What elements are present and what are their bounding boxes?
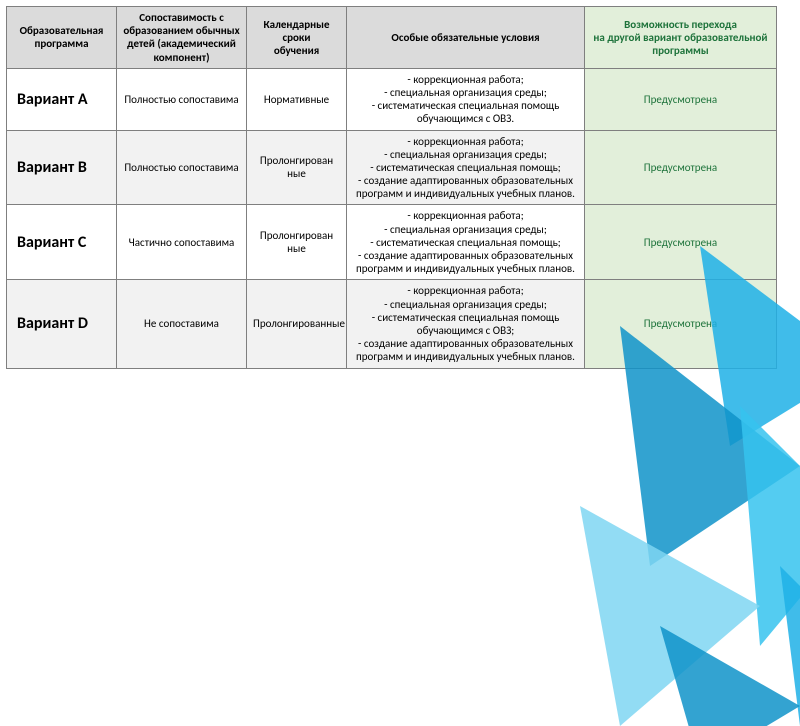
cell-comparability: Полностью сопоставима [117,130,247,205]
cell-program: Вариант В [7,130,117,205]
cell-program: Вариант D [7,280,117,368]
table-row: Вариант АПолностью сопоставимаНормативны… [7,68,777,130]
cell-conditions: - коррекционная работа; - специальная ор… [347,205,585,280]
th-trans: Возможность перехода на другой вариант о… [585,7,777,69]
triangle [660,626,800,726]
table-header-row: Образовательная программа Сопоставимость… [7,7,777,69]
cell-program: Вариант А [7,68,117,130]
cell-terms: Пролонгирован ные [247,130,347,205]
program-table: Образовательная программа Сопоставимость… [6,6,777,369]
triangle [780,566,800,726]
table-row: Вариант DНе сопоставимаПролонгированные-… [7,280,777,368]
cell-conditions: - коррекционная работа; - специальная ор… [347,68,585,130]
triangle [580,506,760,726]
cell-transition: Предусмотрена [585,280,777,368]
cell-transition: Предусмотрена [585,205,777,280]
cell-conditions: - коррекционная работа; - специальная ор… [347,130,585,205]
cell-terms: Пролонгирован ные [247,205,347,280]
cell-comparability: Полностью сопоставима [117,68,247,130]
cell-program: Вариант С [7,205,117,280]
cell-transition: Предусмотрена [585,68,777,130]
cell-terms: Пролонгированные [247,280,347,368]
cell-comparability: Частично сопоставима [117,205,247,280]
table-row: Вариант ВПолностью сопоставимаПролонгиро… [7,130,777,205]
th-compare: Сопоставимость с образованием обычных де… [117,7,247,69]
cell-transition: Предусмотрена [585,130,777,205]
table-row: Вариант СЧастично сопоставимаПролонгиров… [7,205,777,280]
th-program: Образовательная программа [7,7,117,69]
cell-conditions: - коррекционная работа; - специальная ор… [347,280,585,368]
triangle [740,406,800,646]
cell-terms: Нормативные [247,68,347,130]
th-terms: Календарные сроки обучения [247,7,347,69]
th-cond: Особые обязательные условия [347,7,585,69]
table-body: Вариант АПолностью сопоставимаНормативны… [7,68,777,368]
cell-comparability: Не сопоставима [117,280,247,368]
